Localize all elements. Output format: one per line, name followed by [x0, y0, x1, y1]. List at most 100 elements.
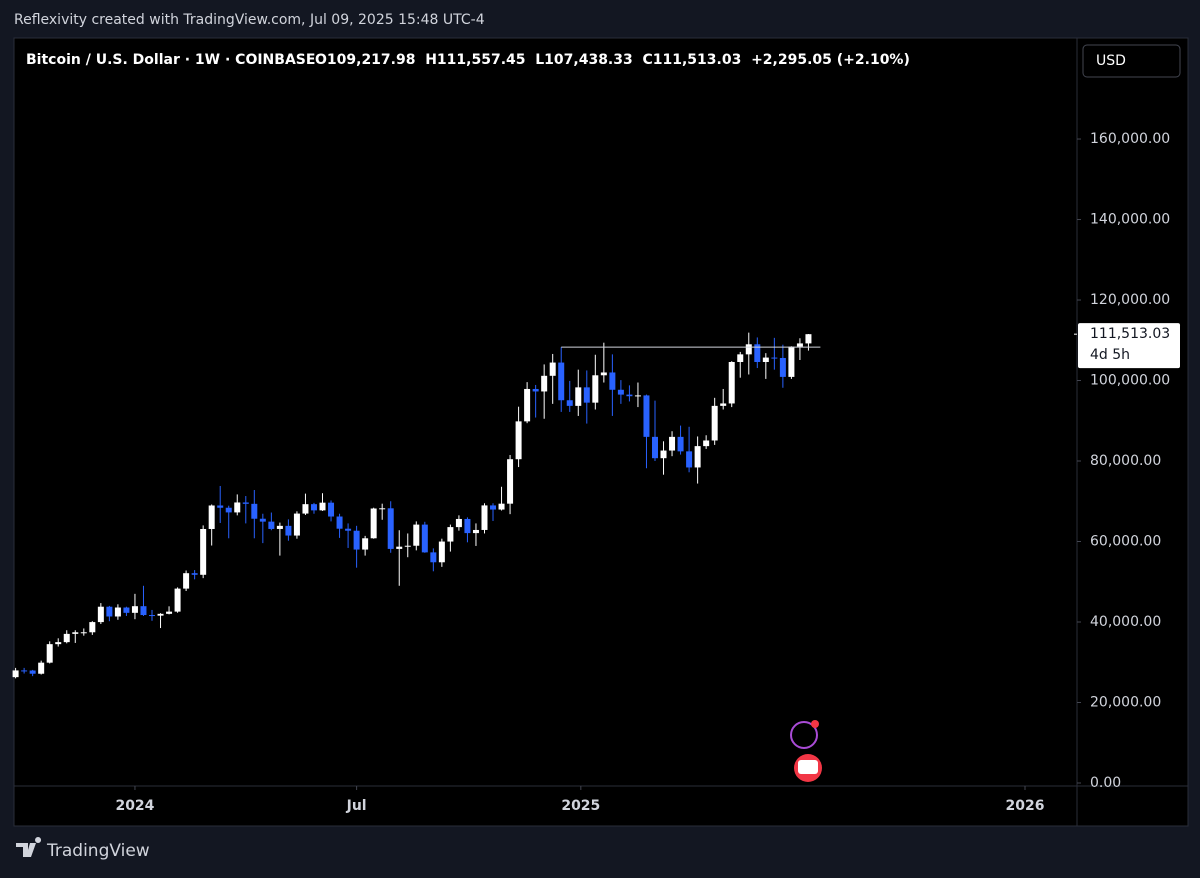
- candle-body: [396, 546, 403, 549]
- candle-body: [106, 606, 113, 617]
- candle-body: [191, 573, 198, 575]
- candle-body: [140, 606, 147, 616]
- candle-body: [583, 387, 590, 403]
- candle-body: [55, 642, 62, 645]
- candle-body: [541, 375, 548, 392]
- last-price-box: [1078, 323, 1180, 369]
- candle-body: [89, 622, 96, 633]
- candle-body: [686, 451, 693, 468]
- candle-body: [796, 343, 803, 347]
- candle-body: [779, 357, 786, 377]
- candle-body: [754, 344, 761, 363]
- candle-body: [711, 405, 718, 441]
- candle-body: [166, 611, 173, 614]
- y-tick-label: 80,000.00: [1090, 453, 1161, 469]
- caption: Reflexivity created with TradingView.com…: [14, 12, 485, 28]
- candle-body: [174, 588, 181, 612]
- candle-body: [310, 504, 317, 511]
- candle-body: [217, 505, 224, 508]
- flash-icon: [790, 721, 818, 749]
- logo-mark: [16, 837, 42, 857]
- candle-body: [745, 344, 752, 355]
- candle-body: [651, 436, 658, 459]
- icons: [790, 720, 822, 782]
- candle-body: [575, 387, 582, 406]
- candle-body: [200, 528, 207, 575]
- brand-logo: TradingView: [16, 837, 150, 861]
- candle-body: [38, 662, 45, 674]
- y-tick-label: 60,000.00: [1090, 534, 1161, 550]
- candle-body: [481, 505, 488, 530]
- candle-body: [421, 524, 428, 553]
- y-tick-label: 120,000.00: [1090, 292, 1170, 308]
- candle-body: [694, 446, 701, 468]
- candle-body: [609, 372, 616, 390]
- candle-body: [498, 503, 505, 510]
- candle-body: [345, 528, 352, 531]
- candle-body: [617, 389, 624, 395]
- candle-body: [21, 670, 28, 672]
- candle-body: [515, 421, 522, 460]
- candle-body: [285, 525, 292, 536]
- symbol-title: Bitcoin / U.S. Dollar · 1W · COINBASE: [26, 52, 315, 68]
- candle-body: [183, 573, 190, 589]
- candle-body: [549, 362, 556, 376]
- candle-body: [703, 440, 710, 447]
- candle-body: [558, 362, 565, 401]
- candle-body: [336, 516, 343, 529]
- candle-body: [131, 606, 138, 613]
- candle-body: [660, 450, 667, 459]
- candle-body: [566, 400, 573, 406]
- candle-body: [268, 521, 275, 529]
- ohlc-legend: O109,217.98 H111,557.45 L107,438.33 C111…: [315, 52, 910, 68]
- candle-body: [319, 502, 326, 511]
- x-tick-label: 2024: [115, 798, 154, 814]
- candle-body: [12, 670, 19, 678]
- last-price-label: 111,513.03: [1090, 326, 1170, 342]
- candle-body: [157, 613, 164, 616]
- candle-body: [353, 530, 360, 550]
- candle-body: [242, 502, 249, 504]
- candle-body: [728, 362, 735, 404]
- candle-body: [771, 357, 778, 359]
- candle-body: [447, 527, 454, 542]
- candle-body: [430, 552, 437, 563]
- candle-body: [677, 436, 684, 452]
- currency-button[interactable]: [1082, 44, 1181, 78]
- candle-body: [592, 375, 599, 403]
- candle-body: [251, 503, 258, 519]
- candle-body: [737, 354, 744, 363]
- plot: [12, 332, 821, 679]
- candle-body: [379, 508, 386, 510]
- candle-body: [276, 525, 283, 529]
- candle-body: [643, 395, 650, 437]
- candle-body: [626, 394, 633, 397]
- candle-body: [302, 504, 309, 514]
- candle-body: [438, 541, 445, 563]
- brand-name: TradingView: [46, 841, 150, 861]
- candle-body: [123, 607, 130, 613]
- candle-body: [114, 607, 121, 617]
- x-tick-label: 2026: [1006, 798, 1045, 814]
- candle-body: [413, 524, 420, 546]
- y-tick-label: 160,000.00: [1090, 131, 1170, 147]
- candle-body: [29, 670, 36, 674]
- candle-body: [97, 606, 104, 623]
- candle-body: [387, 508, 394, 549]
- x-tick-label: Jul: [346, 798, 367, 814]
- candle-body: [225, 507, 232, 513]
- candle-body: [524, 388, 531, 422]
- candle-body: [805, 334, 812, 344]
- candle-body: [370, 508, 377, 539]
- candle-body: [362, 538, 369, 550]
- candle-body: [669, 436, 676, 451]
- candle-body: [328, 502, 335, 517]
- candle-body: [293, 513, 300, 536]
- candle-body: [455, 518, 462, 528]
- candle-body: [259, 518, 266, 522]
- candle-body: [600, 372, 607, 376]
- candle-body: [490, 505, 497, 510]
